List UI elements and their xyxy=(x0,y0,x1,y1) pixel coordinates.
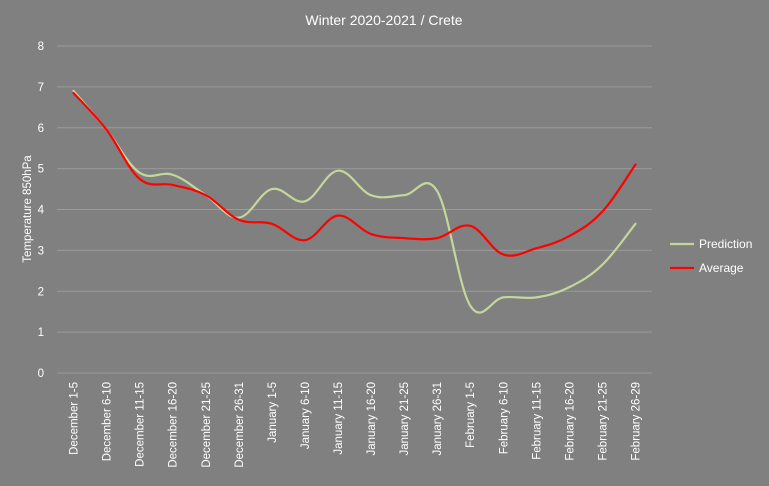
x-tick-label: January 11-15 xyxy=(333,382,345,455)
x-tick-label: December 21-25 xyxy=(201,382,213,468)
x-tick-label: December 6-10 xyxy=(102,382,114,461)
y-tick-label: 0 xyxy=(38,368,44,380)
x-axis-ticks: December 1-5 December 6-10 December 11-15 D… xyxy=(69,382,643,468)
x-tick-label: January 6-10 xyxy=(300,382,312,449)
x-tick-label: January 1-5 xyxy=(267,382,279,443)
x-tick-label: January 26-31 xyxy=(432,382,444,456)
series-line-prediction xyxy=(74,91,636,313)
legend: Prediction Average xyxy=(670,237,752,275)
y-tick-label: 8 xyxy=(38,41,44,53)
gridlines xyxy=(57,46,652,373)
y-tick-label: 2 xyxy=(38,286,44,298)
x-tick-label: January 16-20 xyxy=(366,382,378,456)
y-tick-label: 7 xyxy=(38,82,44,94)
series-lines xyxy=(73,91,635,313)
y-tick-label: 1 xyxy=(38,327,44,339)
x-tick-label: February 21-25 xyxy=(597,382,609,461)
x-tick-label: February 1-5 xyxy=(465,382,477,448)
y-tick-label: 3 xyxy=(38,245,44,257)
legend-label: Prediction xyxy=(699,237,752,251)
x-tick-label: February 26-29 xyxy=(630,382,642,461)
legend-label: Average xyxy=(699,261,744,275)
x-tick-label: February 6-10 xyxy=(498,382,510,454)
y-tick-label: 6 xyxy=(38,123,44,135)
x-tick-label: February 16-20 xyxy=(564,382,576,461)
y-tick-label: 5 xyxy=(38,164,44,176)
x-tick-label: December 16-20 xyxy=(168,382,180,468)
y-axis-ticks: 0 1 2 3 4 5 6 7 8 xyxy=(38,41,45,380)
x-tick-label: December 26-31 xyxy=(234,382,246,468)
y-tick-label: 4 xyxy=(38,205,45,217)
x-tick-label: December 1-5 xyxy=(69,382,81,455)
x-tick-label: February 11-15 xyxy=(531,382,543,460)
chart-title: Winter 2020-2021 / Crete xyxy=(305,12,462,28)
x-tick-label: December 11-15 xyxy=(135,382,147,467)
y-axis-label: Temperature 850hPa xyxy=(22,155,34,263)
x-tick-label: January 21-25 xyxy=(399,382,411,456)
